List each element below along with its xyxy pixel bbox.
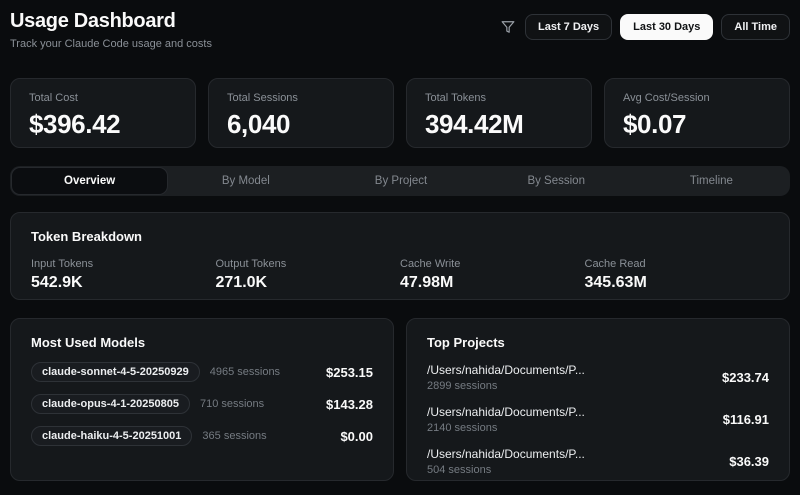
token-breakdown-grid: Input Tokens 542.9K Output Tokens 271.0K… bbox=[31, 258, 769, 292]
stat-value: 6,040 bbox=[227, 109, 291, 139]
token-stat-input: Input Tokens 542.9K bbox=[31, 258, 216, 292]
token-label: Output Tokens bbox=[215, 258, 287, 270]
project-sessions: 2899 sessions bbox=[427, 380, 498, 392]
header-titles: Usage Dashboard Track your Claude Code u… bbox=[10, 10, 212, 50]
project-path: /Users/nahida/Documents/P... bbox=[427, 405, 585, 419]
stat-card-total-sessions: Total Sessions 6,040 bbox=[208, 78, 394, 148]
tab-by-model[interactable]: By Model bbox=[168, 167, 323, 195]
model-name-badge: claude-sonnet-4-5-20250929 bbox=[31, 362, 200, 382]
token-label: Cache Write bbox=[400, 258, 461, 270]
token-breakdown-card: Token Breakdown Input Tokens 542.9K Outp… bbox=[10, 212, 790, 300]
model-sessions: 365 sessions bbox=[202, 430, 267, 442]
view-tabbar: Overview By Model By Project By Session … bbox=[10, 166, 790, 196]
model-cost: $143.28 bbox=[326, 396, 373, 412]
stat-card-total-tokens: Total Tokens 394.42M bbox=[406, 78, 592, 148]
stat-value: $396.42 bbox=[29, 109, 121, 139]
stat-value: 394.42M bbox=[425, 109, 524, 139]
model-row: claude-opus-4-1-20250805 710 sessions $1… bbox=[31, 394, 373, 414]
tab-timeline[interactable]: Timeline bbox=[634, 167, 789, 195]
project-info: /Users/nahida/Documents/P... 2899 sessio… bbox=[427, 363, 585, 392]
header: Usage Dashboard Track your Claude Code u… bbox=[10, 10, 790, 50]
project-row: /Users/nahida/Documents/P... 2140 sessio… bbox=[427, 405, 769, 434]
stat-label: Avg Cost/Session bbox=[623, 92, 710, 104]
token-breakdown-title: Token Breakdown bbox=[31, 229, 143, 244]
model-name-badge: claude-haiku-4-5-20251001 bbox=[31, 426, 193, 446]
token-stat-output: Output Tokens 271.0K bbox=[216, 258, 401, 292]
stat-label: Total Tokens bbox=[425, 92, 486, 104]
model-row: claude-haiku-4-5-20251001 365 sessions $… bbox=[31, 426, 373, 446]
project-cost: $36.39 bbox=[729, 454, 769, 469]
stat-card-avg-cost-session: Avg Cost/Session $0.07 bbox=[604, 78, 790, 148]
page-title: Usage Dashboard bbox=[10, 10, 176, 32]
model-name-badge: claude-opus-4-1-20250805 bbox=[31, 394, 190, 414]
model-cost: $0.00 bbox=[340, 428, 373, 444]
project-cost: $116.91 bbox=[722, 412, 769, 427]
model-sessions: 710 sessions bbox=[199, 398, 265, 410]
model-row: claude-sonnet-4-5-20250929 4965 sessions… bbox=[31, 362, 373, 382]
project-sessions: 504 sessions bbox=[427, 464, 492, 476]
page-subtitle: Track your Claude Code usage and costs bbox=[10, 38, 212, 50]
stat-card-total-cost: Total Cost $396.42 bbox=[10, 78, 196, 148]
stats-grid: Total Cost $396.42 Total Sessions 6,040 … bbox=[10, 78, 790, 148]
token-value: 345.63M bbox=[584, 274, 647, 291]
project-row: /Users/nahida/Documents/P... 2899 sessio… bbox=[427, 363, 769, 392]
project-path: /Users/nahida/Documents/P... bbox=[427, 447, 585, 461]
stat-label: Total Sessions bbox=[227, 92, 298, 104]
project-cost: $233.74 bbox=[722, 370, 769, 385]
top-projects-panel: Top Projects /Users/nahida/Documents/P..… bbox=[406, 318, 790, 481]
tab-overview[interactable]: Overview bbox=[11, 167, 169, 195]
project-row: /Users/nahida/Documents/P... 504 session… bbox=[427, 447, 769, 476]
most-used-models-title: Most Used Models bbox=[31, 335, 146, 350]
filter-last-30-days-button[interactable]: Last 30 Days bbox=[620, 14, 714, 40]
most-used-models-panel: Most Used Models claude-sonnet-4-5-20250… bbox=[10, 318, 394, 481]
top-projects-title: Top Projects bbox=[427, 335, 505, 350]
time-filter-group: Last 7 Days Last 30 Days All Time bbox=[501, 14, 790, 40]
token-value: 271.0K bbox=[215, 274, 268, 291]
token-label: Cache Read bbox=[584, 258, 646, 270]
project-info: /Users/nahida/Documents/P... 2140 sessio… bbox=[427, 405, 585, 434]
bottom-panels: Most Used Models claude-sonnet-4-5-20250… bbox=[10, 318, 790, 481]
token-label: Input Tokens bbox=[31, 258, 94, 270]
token-stat-cache-read: Cache Read 345.63M bbox=[585, 258, 770, 292]
filter-funnel-icon[interactable] bbox=[501, 20, 515, 34]
model-sessions: 4965 sessions bbox=[209, 366, 281, 378]
project-info: /Users/nahida/Documents/P... 504 session… bbox=[427, 447, 585, 476]
stat-value: $0.07 bbox=[623, 109, 687, 139]
token-stat-cache-write: Cache Write 47.98M bbox=[400, 258, 585, 292]
project-path: /Users/nahida/Documents/P... bbox=[427, 363, 585, 377]
token-value: 542.9K bbox=[31, 274, 83, 291]
tab-by-project[interactable]: By Project bbox=[323, 167, 478, 195]
filter-last-7-days-button[interactable]: Last 7 Days bbox=[524, 14, 613, 40]
stat-label: Total Cost bbox=[29, 92, 78, 104]
project-sessions: 2140 sessions bbox=[427, 422, 498, 434]
model-cost: $253.15 bbox=[326, 364, 373, 380]
filter-all-time-button[interactable]: All Time bbox=[721, 14, 790, 40]
tab-by-session[interactable]: By Session bbox=[479, 167, 634, 195]
token-value: 47.98M bbox=[400, 274, 454, 291]
